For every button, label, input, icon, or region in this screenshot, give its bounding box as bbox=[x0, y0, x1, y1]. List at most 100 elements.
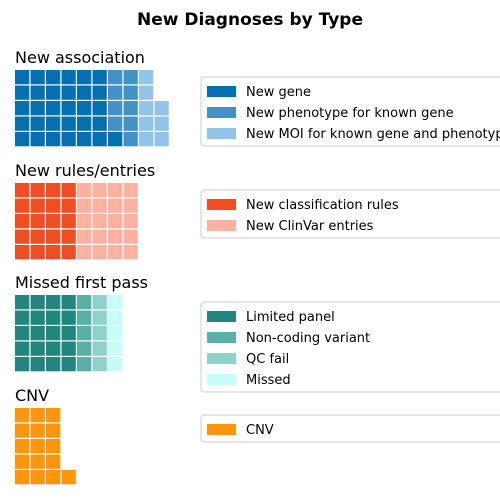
waffle-cell bbox=[108, 199, 122, 213]
waffle-cell bbox=[46, 183, 60, 197]
waffle-cell bbox=[108, 295, 122, 309]
waffle-cell bbox=[46, 214, 60, 228]
legend-swatch bbox=[207, 374, 236, 385]
waffle-cell bbox=[155, 101, 169, 115]
waffle-cell bbox=[62, 70, 76, 84]
waffle-cell bbox=[31, 424, 45, 438]
legend-swatch bbox=[207, 86, 236, 97]
waffle-cell bbox=[31, 183, 45, 197]
waffle-cell bbox=[15, 326, 29, 340]
waffle-cell bbox=[124, 70, 138, 84]
panel-2: Missed first pass Limited panel Non-coding… bbox=[15, 273, 500, 392]
waffle-cell bbox=[62, 230, 76, 244]
waffle-cell bbox=[31, 342, 45, 356]
waffle-cell bbox=[31, 408, 45, 422]
waffle-cell bbox=[15, 230, 29, 244]
waffle-cell bbox=[93, 357, 107, 371]
waffle-cell bbox=[108, 342, 122, 356]
waffle-cell bbox=[77, 101, 91, 115]
waffle-cell bbox=[93, 183, 107, 197]
legend-swatch bbox=[207, 199, 236, 210]
waffle-cell bbox=[62, 86, 76, 100]
legend-label: Limited panel bbox=[246, 310, 335, 325]
waffle-cell bbox=[124, 214, 138, 228]
waffle-cell bbox=[15, 132, 29, 146]
waffle-cell bbox=[15, 295, 29, 309]
waffle-cell bbox=[15, 424, 29, 438]
panel-title: New association bbox=[15, 48, 145, 67]
legend-label: New gene bbox=[246, 85, 311, 100]
waffle-cell bbox=[31, 311, 45, 325]
waffle-cell bbox=[15, 70, 29, 84]
waffle-cell bbox=[31, 199, 45, 213]
waffle-cell bbox=[46, 326, 60, 340]
waffle-cell bbox=[93, 132, 107, 146]
waffle-cell bbox=[108, 311, 122, 325]
waffle-cell bbox=[108, 183, 122, 197]
waffle-cell bbox=[93, 101, 107, 115]
legend-label: New classification rules bbox=[246, 198, 399, 213]
waffle-cell bbox=[124, 101, 138, 115]
waffle-cell bbox=[124, 245, 138, 259]
waffle-cell bbox=[108, 101, 122, 115]
waffle-cell bbox=[31, 245, 45, 259]
legend-label: New MOI for known gene and phenotype bbox=[246, 127, 500, 142]
waffle-cell bbox=[46, 101, 60, 115]
panel-0: New association New gene New phenotype for… bbox=[15, 48, 500, 146]
waffle-cell bbox=[15, 455, 29, 469]
waffle-cell bbox=[15, 357, 29, 371]
waffle-cell bbox=[108, 245, 122, 259]
legend-swatch bbox=[207, 353, 236, 364]
waffle-cell bbox=[15, 199, 29, 213]
waffle-cell bbox=[62, 342, 76, 356]
waffle-cell bbox=[62, 311, 76, 325]
waffle-cell bbox=[77, 326, 91, 340]
legend-swatch bbox=[207, 332, 236, 343]
waffle-cell bbox=[139, 132, 153, 146]
panel-3: CNV CNV bbox=[15, 386, 500, 484]
waffle-cell bbox=[15, 342, 29, 356]
waffle-cell bbox=[62, 357, 76, 371]
waffle-cell bbox=[31, 357, 45, 371]
legend-label: Missed bbox=[246, 373, 291, 388]
waffle-cell bbox=[31, 117, 45, 131]
waffle-cell bbox=[93, 311, 107, 325]
waffle-cell bbox=[31, 230, 45, 244]
waffle-cell bbox=[108, 70, 122, 84]
waffle-cell bbox=[62, 132, 76, 146]
waffle-cell bbox=[62, 214, 76, 228]
waffle-cell bbox=[77, 245, 91, 259]
waffle-cell bbox=[31, 470, 45, 484]
waffle-cell bbox=[62, 295, 76, 309]
panel-title: Missed first pass bbox=[15, 273, 148, 292]
waffle-cell bbox=[46, 408, 60, 422]
waffle-cell bbox=[31, 455, 45, 469]
chart-title: New Diagnoses by Type bbox=[137, 10, 363, 30]
waffle-cell bbox=[93, 326, 107, 340]
waffle-cell bbox=[155, 132, 169, 146]
waffle-cell bbox=[108, 132, 122, 146]
waffle-cell bbox=[139, 101, 153, 115]
waffle-cell bbox=[46, 245, 60, 259]
waffle-cell bbox=[62, 245, 76, 259]
waffle-cell bbox=[46, 424, 60, 438]
waffle-cell bbox=[15, 117, 29, 131]
waffle-cell bbox=[31, 101, 45, 115]
legend-swatch bbox=[207, 128, 236, 139]
waffle-cell bbox=[77, 230, 91, 244]
waffle-cell bbox=[77, 86, 91, 100]
waffle-cell bbox=[62, 101, 76, 115]
waffle-cell bbox=[46, 117, 60, 131]
waffle-cell bbox=[46, 311, 60, 325]
waffle-cell bbox=[93, 86, 107, 100]
waffle-cell bbox=[93, 214, 107, 228]
waffle-cell bbox=[77, 214, 91, 228]
waffle-cell bbox=[15, 408, 29, 422]
waffle-cell bbox=[77, 357, 91, 371]
panel-title: New rules/entries bbox=[15, 161, 155, 180]
waffle-cell bbox=[124, 230, 138, 244]
legend-label: QC fail bbox=[246, 352, 289, 367]
legend-swatch bbox=[207, 424, 236, 435]
waffle-cell bbox=[46, 470, 60, 484]
